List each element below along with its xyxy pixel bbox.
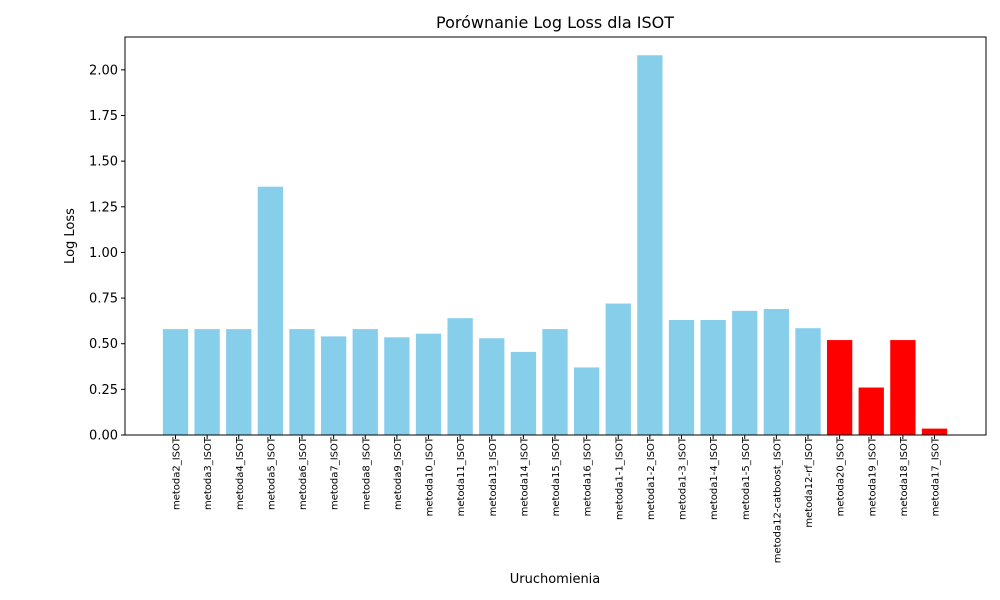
bar-metoda17_ISOT [921,428,948,435]
bar-metoda6_ISOT [289,329,315,435]
bar-metoda14_ISOT [510,351,537,435]
bar-metoda9_ISOT [384,337,410,435]
bar-metoda13_ISOT [479,338,505,435]
bar-metoda16_ISOT [573,367,600,435]
y-tick-label: 0.75 [89,292,118,307]
x-axis: metoda2_ISOT metoda3_ISOT metoda4_ISOT meto… [172,435,942,563]
x-tick-label: metoda1-3_ISOT [678,436,689,520]
y-tick-label: 1.50 [89,155,118,170]
x-tick-label: metoda11_ISOT [456,436,467,516]
x-tick-label: metoda1-1_ISOT [614,436,625,520]
y-axis-label: Log Loss [63,208,78,264]
chart-title: Porównanie Log Loss dla ISOT [436,13,674,32]
x-tick-label: metoda1-5_ISOT [741,436,752,520]
bar-metoda12-rf_ISOT [795,328,821,435]
x-tick-label: metoda16_ISOT [583,436,594,516]
x-tick-label: metoda10_ISOT [425,436,436,516]
bar-metoda1-2_ISOT [637,55,663,435]
x-tick-label: metoda15_ISOT [551,436,562,516]
x-tick-label: metoda6_ISOT [298,436,309,510]
y-tick-label: 1.00 [89,246,118,261]
bar-metoda20_ISOT [826,340,853,435]
bar-metoda8_ISOT [352,329,378,435]
x-tick-label: metoda12-rf_ISOT [804,436,815,528]
bar-metoda2_ISOT [162,329,189,435]
x-tick-label: metoda8_ISOT [361,436,372,510]
bar-metoda19_ISOT [858,387,884,435]
bar-metoda5_ISOT [257,186,284,435]
y-tick-label: 1.25 [89,200,118,215]
x-tick-label: metoda14_ISOT [519,436,530,516]
y-axis: 0.00 0.25 0.50 0.75 1.00 1.25 1.50 1.75 2.00 [89,63,125,444]
bar-metoda18_ISOT [890,340,916,435]
x-tick-label: metoda1-4_ISOT [709,436,720,520]
bar-metoda15_ISOT [542,329,568,435]
x-tick-label: metoda4_ISOT [235,436,246,510]
x-tick-label: metoda7_ISOT [330,436,341,510]
x-axis-label: Uruchomienia [510,572,601,587]
plot-frame [124,36,987,436]
x-tick-label: metoda20_ISOT [836,436,847,516]
bar-metoda3_ISOT [194,329,220,435]
x-tick-label: metoda2_ISOT [172,436,183,510]
x-tick-label: metoda13_ISOT [488,436,499,516]
bar-metoda1-4_ISOT [700,319,726,435]
x-tick-label: metoda18_ISOT [899,436,910,516]
x-tick-label: metoda12-catboost_ISOT [772,436,783,563]
x-tick-label: metoda17_ISOT [931,436,942,516]
y-tick-label: 0.25 [89,383,118,398]
bar-metoda11_ISOT [447,318,473,435]
bar-metoda1-5_ISOT [732,310,758,435]
bar-metoda1-3_ISOT [668,319,695,435]
y-tick-label: 1.75 [89,109,118,124]
y-tick-label: 0.00 [89,429,118,444]
bar-metoda10_ISOT [415,333,442,435]
bar-metoda7_ISOT [320,336,347,435]
bar-metoda1-1_ISOT [605,303,631,435]
y-tick-label: 2.00 [89,63,118,78]
x-tick-label: metoda3_ISOT [203,436,214,510]
x-tick-label: metoda9_ISOT [393,436,404,510]
x-tick-label: metoda19_ISOT [867,436,878,516]
y-tick-label: 0.50 [89,337,118,352]
bar-metoda4_ISOT [226,329,252,435]
x-tick-label: metoda1-2_ISOT [646,436,657,520]
x-tick-label: metoda5_ISOT [266,436,277,510]
bar-metoda12-catboost_ISOT [763,309,790,435]
bars-group [162,55,948,435]
